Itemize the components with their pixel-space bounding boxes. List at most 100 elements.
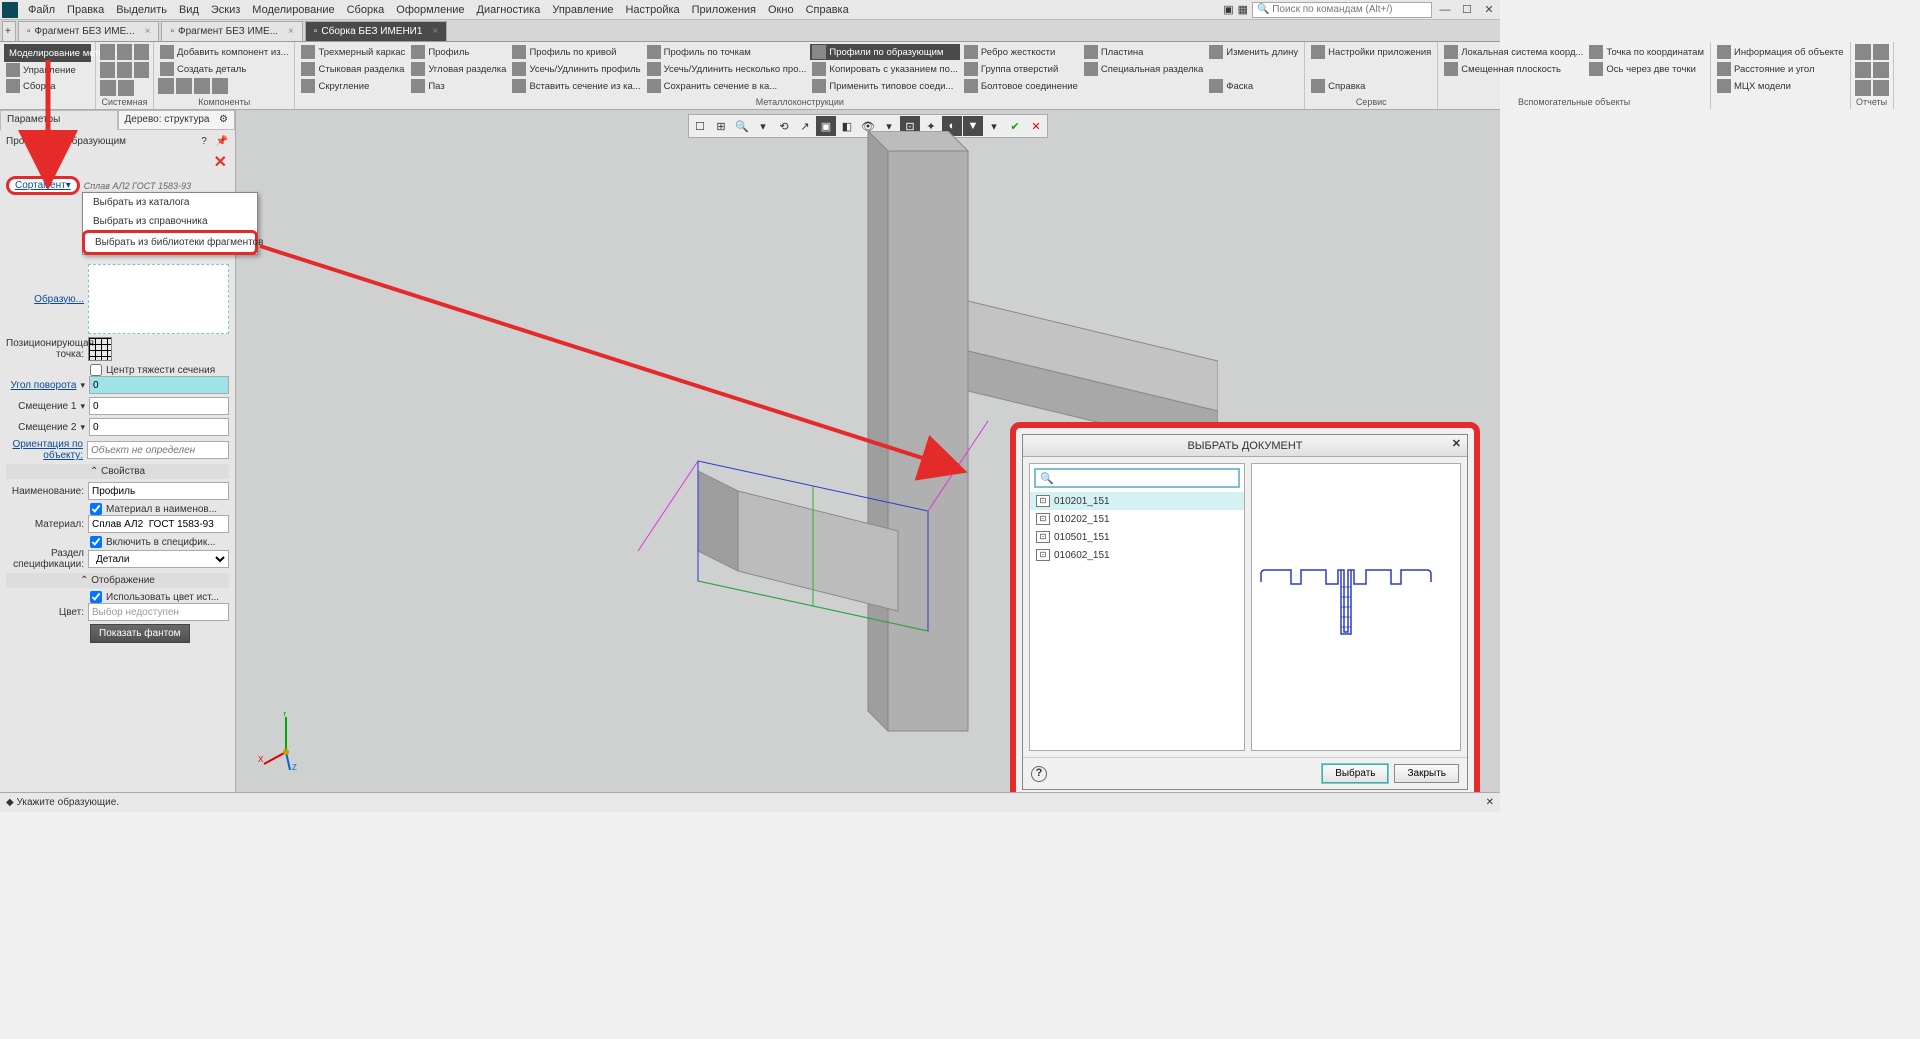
ribbon-icon[interactable]: [158, 78, 174, 94]
use-source-color-checkbox[interactable]: [90, 591, 102, 603]
model-mpx[interactable]: МЦХ модели: [1715, 78, 1846, 94]
menu-Диагностика[interactable]: Диагностика: [471, 2, 547, 18]
help-icon[interactable]: ?: [197, 134, 211, 148]
ribbon-cmd[interactable]: Профиль: [409, 44, 508, 60]
ribbon-cmd[interactable]: Трехмерный каркас: [299, 44, 407, 60]
ribbon-cmd[interactable]: Паз: [409, 78, 508, 94]
help[interactable]: Справка: [1309, 78, 1433, 94]
close-button[interactable]: Закрыть: [1394, 764, 1459, 783]
document-item[interactable]: ⊡010202_151: [1030, 510, 1244, 528]
document-item[interactable]: ⊡010602_151: [1030, 546, 1244, 564]
ribbon-cmd[interactable]: Профиль по кривой: [510, 44, 642, 60]
ribbon-cmd[interactable]: Усечь/Удлинить несколько про...: [645, 61, 809, 77]
menu-Вид[interactable]: Вид: [173, 2, 205, 18]
ribbon-cmd[interactable]: Сохранить сечение в ка...: [645, 78, 809, 94]
object-info[interactable]: Информация об объекте: [1715, 44, 1846, 60]
pin-icon[interactable]: 📌: [215, 134, 229, 148]
create-part[interactable]: Создать деталь: [158, 61, 290, 77]
dialog-help-icon[interactable]: ?: [1031, 766, 1047, 782]
panel-tab-tree[interactable]: Дерево: структура⚙: [118, 110, 236, 130]
ribbon-cmd[interactable]: Скругление: [299, 78, 407, 94]
mode-control[interactable]: Управление: [4, 62, 91, 78]
menu-Моделирование[interactable]: Моделирование: [246, 2, 340, 18]
section-properties[interactable]: ⌃ Свойства: [6, 464, 229, 479]
document-tab[interactable]: ▫Фрагмент БЕЗ ИМЕ...×: [161, 21, 302, 41]
menu-Выделить[interactable]: Выделить: [110, 2, 173, 18]
ribbon-cmd[interactable]: Ось через две точки: [1587, 61, 1706, 77]
gear-icon[interactable]: ⚙: [219, 114, 228, 125]
layout-icon[interactable]: ▣: [1223, 3, 1233, 16]
forming-dropzone[interactable]: [88, 264, 229, 334]
menu-Окно[interactable]: Окно: [762, 2, 800, 18]
maximize-button[interactable]: ☐: [1458, 2, 1476, 18]
menu-Приложения[interactable]: Приложения: [686, 2, 762, 18]
ribbon-icon[interactable]: [1855, 44, 1871, 60]
ribbon-icon[interactable]: [117, 44, 132, 60]
mode-assembly[interactable]: Сборка: [4, 78, 91, 94]
ribbon-cmd[interactable]: Угловая разделка: [409, 61, 508, 77]
angle-input[interactable]: [89, 376, 229, 394]
mode-metal-structures[interactable]: Моделирование металлоконст...: [4, 44, 91, 62]
menu-Справка[interactable]: Справка: [800, 2, 855, 18]
show-phantom-button[interactable]: Показать фантом: [90, 624, 190, 643]
ribbon-icon[interactable]: [117, 62, 132, 78]
ribbon-icon[interactable]: [194, 78, 210, 94]
ribbon-cmd[interactable]: Точка по координатам: [1587, 44, 1706, 60]
ribbon-cmd[interactable]: Болтовое соединение: [962, 78, 1080, 94]
ribbon-icon[interactable]: [1873, 80, 1889, 96]
ribbon-icon[interactable]: [1873, 44, 1889, 60]
material-in-name-checkbox[interactable]: [90, 503, 102, 515]
ribbon-cmd[interactable]: Применить типовое соеди...: [810, 78, 959, 94]
material-input[interactable]: [88, 515, 229, 533]
menu-from-fragment-library[interactable]: Выбрать из библиотеки фрагментов: [82, 230, 258, 255]
ribbon-icon[interactable]: [100, 62, 115, 78]
close-button[interactable]: ✕: [1480, 2, 1498, 18]
center-gravity-checkbox[interactable]: [90, 364, 102, 376]
menu-from-reference[interactable]: Выбрать из справочника: [83, 212, 257, 231]
offset1-input[interactable]: [89, 397, 229, 415]
document-item[interactable]: ⊡010201_151: [1030, 492, 1244, 510]
command-search[interactable]: 🔍 Поиск по командам (Alt+/): [1252, 2, 1432, 18]
distance-angle[interactable]: Расстояние и угол: [1715, 61, 1846, 77]
ribbon-cmd[interactable]: Смещенная плоскость: [1442, 61, 1585, 77]
ribbon-icon[interactable]: [1855, 62, 1871, 78]
ribbon-cmd[interactable]: Копировать с указанием по...: [810, 61, 959, 77]
ribbon-cmd[interactable]: Фаска: [1207, 78, 1300, 94]
ribbon-icon[interactable]: [176, 78, 192, 94]
sortament-dropdown[interactable]: Сортамент ▾: [6, 176, 80, 195]
ribbon-cmd[interactable]: Вставить сечение из ка...: [510, 78, 642, 94]
panel-tab-params[interactable]: Параметры: [0, 110, 118, 130]
ribbon-cmd[interactable]: Усечь/Удлинить профиль: [510, 61, 642, 77]
ribbon-icon[interactable]: [100, 44, 115, 60]
ribbon-cmd[interactable]: Профили по образующим: [810, 44, 959, 60]
add-component[interactable]: Добавить компонент из...: [158, 44, 290, 60]
menu-Файл[interactable]: Файл: [22, 2, 61, 18]
include-spec-checkbox[interactable]: [90, 536, 102, 548]
menu-from-catalog[interactable]: Выбрать из каталога: [83, 193, 257, 212]
document-item[interactable]: ⊡010501_151: [1030, 528, 1244, 546]
name-input[interactable]: [88, 482, 229, 500]
new-tab-button[interactable]: +: [2, 21, 16, 41]
menu-Правка[interactable]: Правка: [61, 2, 110, 18]
ribbon-cmd[interactable]: Специальная разделка: [1082, 61, 1205, 77]
menu-Сборка[interactable]: Сборка: [341, 2, 391, 18]
menu-Настройка[interactable]: Настройка: [619, 2, 685, 18]
ribbon-icon[interactable]: [134, 62, 149, 78]
ribbon-icon[interactable]: [118, 80, 134, 96]
ribbon-cmd[interactable]: Стыковая разделка: [299, 61, 407, 77]
select-button[interactable]: Выбрать: [1322, 764, 1388, 783]
status-close-icon[interactable]: ✕: [1486, 797, 1494, 808]
forming-link[interactable]: Образую...: [6, 294, 84, 305]
dialog-close-icon[interactable]: ✕: [1452, 437, 1461, 450]
menu-Управление[interactable]: Управление: [546, 2, 619, 18]
ribbon-icon[interactable]: [212, 78, 228, 94]
spec-section-select[interactable]: Детали: [88, 550, 229, 568]
ribbon-cmd[interactable]: Локальная система коорд...: [1442, 44, 1585, 60]
app-settings[interactable]: Настройки приложения: [1309, 44, 1433, 60]
minimize-button[interactable]: —: [1436, 2, 1454, 18]
layout-icon-2[interactable]: ▦: [1238, 3, 1248, 16]
ribbon-cmd[interactable]: Группа отверстий: [962, 61, 1080, 77]
dialog-search[interactable]: 🔍: [1034, 468, 1240, 488]
ribbon-icon[interactable]: [1873, 62, 1889, 78]
position-point-grid[interactable]: [88, 337, 112, 361]
